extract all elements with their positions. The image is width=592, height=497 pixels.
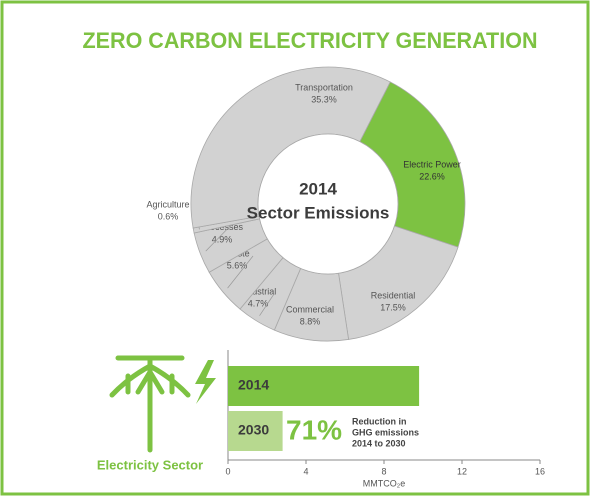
- slice-label: Agriculture: [146, 199, 189, 209]
- slice-label: Transportation: [295, 82, 353, 92]
- title: ZERO CARBON ELECTRICITY GENERATION: [83, 28, 538, 53]
- slice-label: Industrial: [240, 286, 277, 296]
- annotation-line: 2014 to 2030: [352, 438, 406, 448]
- bar-category-label: 2014: [238, 377, 269, 393]
- slice-label: Residential: [371, 290, 416, 300]
- x-tick-label: 8: [381, 466, 386, 476]
- bar-category-label: 2030: [238, 422, 269, 438]
- bolt-icon: [195, 360, 216, 404]
- x-tick-label: 16: [535, 466, 545, 476]
- label-line: Processes: [201, 222, 244, 232]
- slice-value-label: 4.9%: [212, 234, 233, 244]
- slice-value-label: 0.6%: [158, 211, 179, 221]
- bar: [228, 366, 420, 406]
- annotation-line: GHG emissions: [352, 427, 419, 437]
- slice-value-label: 8.8%: [300, 316, 321, 326]
- slice-value-label: 35.3%: [311, 94, 337, 104]
- slice-value-label: 5.6%: [227, 260, 248, 270]
- bar: [228, 411, 283, 451]
- leader-line: [259, 293, 275, 316]
- slice-value-label: 4.7%: [248, 298, 269, 308]
- annotation-big: 71%: [286, 414, 342, 445]
- x-tick-label: 4: [303, 466, 308, 476]
- slice-label: Commercial: [286, 304, 334, 314]
- center-label: Sector Emissions: [247, 203, 390, 222]
- x-axis-label: MMTCO₂e: [363, 478, 406, 488]
- tower-icon: [109, 355, 191, 453]
- slice-value-label: 22.6%: [419, 171, 445, 181]
- chart-title: Electricity Sector: [97, 457, 203, 472]
- center-label: 2014: [299, 179, 337, 198]
- x-tick-label: 0: [225, 466, 230, 476]
- donut-hole: [257, 133, 399, 275]
- leader-line: [227, 255, 254, 289]
- x-tick-label: 12: [457, 466, 467, 476]
- annotation-line: Reduction in: [352, 416, 407, 426]
- slice-label: Electric Power: [403, 159, 461, 169]
- slice-value-label: 17.5%: [380, 302, 406, 312]
